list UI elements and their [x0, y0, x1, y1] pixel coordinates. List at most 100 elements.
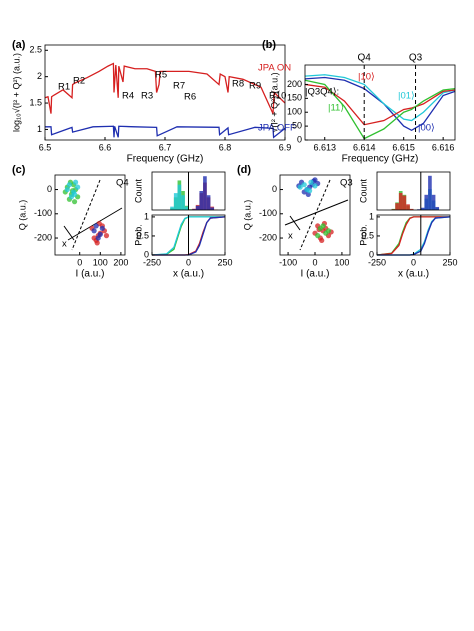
x-tick-label: 0 — [411, 257, 416, 267]
plot-area: 6.5 6.6 6.7 6.8 6.9 1 1.5 2 2.5(a) Frequency (GHz… — [11, 39, 296, 165]
point — [325, 228, 332, 234]
plot-area: 0 100 200 -200 -100 0 (c) I (a.u.) Q (a.u.) Q4 x — [12, 164, 129, 280]
hist-bar — [424, 194, 429, 210]
annotation: Q4 — [116, 178, 129, 189]
y-tick-label: 0 — [297, 134, 302, 144]
x-tick-label: 6.9 — [279, 142, 292, 152]
hist-bar — [435, 206, 440, 210]
y-axis-label: Q (a.u.) — [17, 200, 27, 231]
y-axis-label: Count — [358, 179, 368, 204]
y-tick-label: 1.5 — [29, 97, 42, 107]
hist-bar — [206, 195, 211, 210]
y-tick-label: -100 — [259, 208, 277, 218]
legend-label: |11⟩ — [328, 103, 344, 114]
y-axis-label: log₁₀√(I² + Q²) (a.u.) — [11, 53, 21, 132]
y-axis-label: Prob. — [358, 224, 368, 246]
annotation: R5 — [155, 70, 167, 81]
point — [301, 182, 307, 188]
series-line — [45, 125, 286, 139]
annotation: R3 — [141, 91, 153, 102]
y-tick-label: 150 — [287, 93, 302, 103]
x-tick-label: 6.5 — [39, 142, 52, 152]
hist-bar — [184, 206, 189, 210]
axes-frame — [376, 214, 451, 256]
x-axis-label: I (a.u.) — [301, 269, 330, 280]
hist-bar — [173, 193, 178, 210]
x-tick-label: 6.615 — [392, 142, 415, 152]
annotation: R9 — [249, 81, 261, 92]
x-axis-label: Frequency (GHz) — [127, 154, 204, 165]
x-tick-label: 100 — [93, 257, 108, 267]
arrow — [63, 225, 75, 241]
hist-bar — [181, 195, 185, 210]
annotation: R4 — [122, 91, 134, 102]
axes-frame — [376, 171, 451, 211]
axis-line — [299, 179, 331, 251]
hist-bar — [402, 195, 407, 210]
marker-label: Q4 — [358, 53, 372, 64]
y-tick-label: 2.5 — [29, 45, 42, 55]
x-tick-label: 6.6 — [99, 142, 112, 152]
y-tick-label: 0 — [272, 184, 277, 194]
plot-area: Count — [133, 171, 226, 211]
x-axis-label: I (a.u.) — [76, 269, 105, 280]
axis-line — [71, 179, 101, 251]
point — [319, 237, 325, 244]
series-line — [44, 62, 286, 114]
annotation: R6 — [184, 92, 196, 103]
plot-area: Q4 Q3 6.613 6.614 6.615 6.616 0 50 100 150 200 (b) F… — [262, 39, 456, 165]
series-line — [304, 74, 456, 122]
x-tick-label: 6.7 — [159, 142, 172, 152]
panel-label: (b) — [262, 39, 276, 51]
y-tick-label: 0 — [144, 249, 149, 259]
hist-bar — [192, 209, 196, 210]
series-line — [377, 216, 451, 256]
legend-label: |01⟩ — [398, 91, 415, 102]
hist-bar — [203, 176, 207, 210]
x-axis-label: x (a.u.) — [398, 269, 429, 280]
y-axis-label: Count — [133, 179, 143, 204]
hist-bar — [431, 194, 436, 210]
y-tick-label: -200 — [34, 232, 52, 242]
series-line — [377, 216, 451, 256]
point — [93, 223, 99, 229]
hist-bar — [395, 203, 399, 210]
y-tick-label: 1 — [369, 211, 374, 221]
y-tick-label: -100 — [34, 208, 52, 218]
point — [308, 179, 314, 185]
annotation: R2 — [73, 76, 85, 87]
legend-label: |00⟩ — [418, 123, 435, 134]
y-tick-label: 200 — [287, 79, 302, 89]
hist-bar — [177, 184, 182, 210]
axes-frame — [54, 174, 126, 256]
series-line — [376, 216, 450, 256]
panel-label: (d) — [237, 164, 251, 176]
hist-bar — [409, 208, 414, 210]
hist-bar — [428, 175, 432, 210]
plot-area: Count — [358, 171, 451, 211]
x-tick-label: 100 — [334, 257, 349, 267]
axes-frame — [44, 44, 286, 141]
x-tick-label: -250 — [368, 257, 386, 267]
y-axis-label: Prob. — [133, 224, 143, 246]
y-tick-label: 0 — [47, 184, 52, 194]
annotation: x — [62, 239, 67, 250]
series-line — [376, 216, 450, 256]
y-axis-label: √(I² + Q²) (a.u.) — [269, 72, 279, 132]
hist-bar — [199, 191, 204, 210]
point — [64, 186, 70, 193]
hist-bar — [170, 206, 174, 210]
x-tick-label: -250 — [143, 257, 161, 267]
point — [94, 240, 100, 246]
y-tick-label: 0.5 — [361, 230, 374, 240]
hist-bar — [195, 205, 200, 210]
x-tick-label: 6.616 — [432, 142, 455, 152]
x-tick-label: 0 — [77, 257, 82, 267]
point — [91, 228, 97, 234]
y-tick-label: 100 — [287, 107, 302, 117]
point — [75, 184, 81, 190]
point — [66, 182, 73, 188]
y-tick-label: 0.5 — [136, 230, 149, 240]
point — [95, 235, 101, 241]
